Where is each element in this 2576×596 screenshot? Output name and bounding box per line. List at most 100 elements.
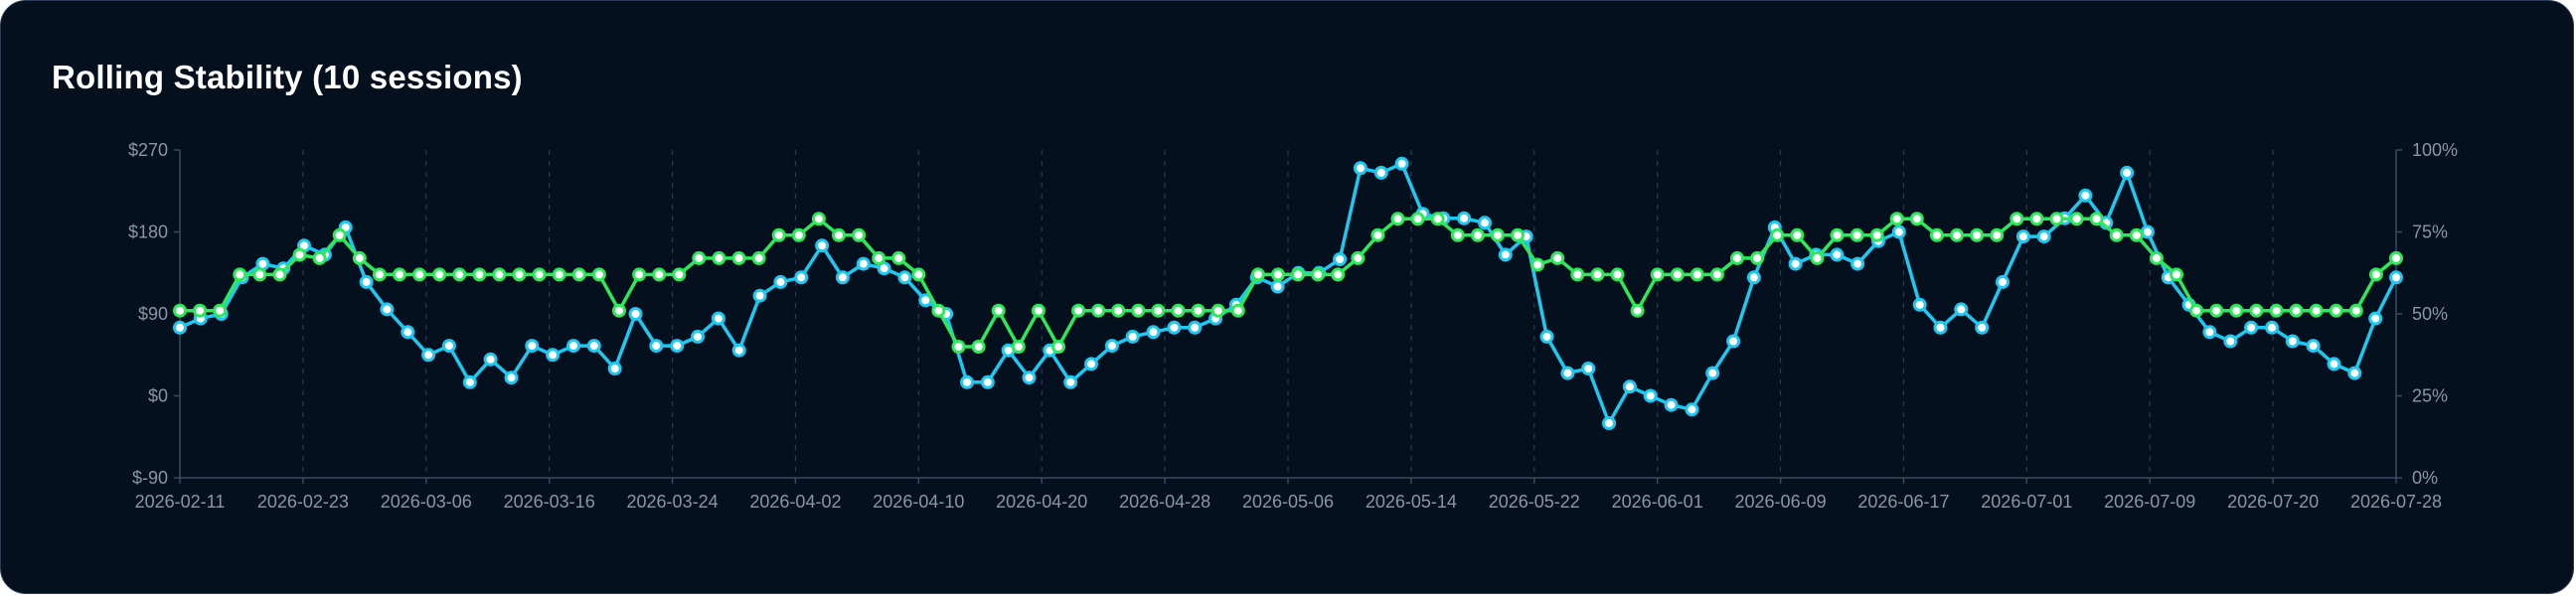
series-2-point (571, 267, 586, 282)
series-2-point (1670, 267, 1685, 282)
series-2-point (2010, 212, 2024, 226)
y-left-tick-label: $0 (148, 386, 168, 406)
x-tick-label: 2026-06-09 (1735, 492, 1827, 512)
series-2-point (2269, 303, 2284, 318)
series-2-point (712, 250, 726, 265)
series-1-point (1498, 247, 1513, 262)
series-1-point (1996, 274, 2010, 289)
series-2-point (1929, 227, 1944, 242)
series-1-point (1394, 156, 1409, 171)
series-2-point (1191, 303, 1206, 318)
series-1-point (1560, 366, 1575, 380)
series-2-point (252, 267, 267, 282)
series-1-point (691, 329, 705, 344)
series-2-point (452, 267, 467, 282)
series-1-point (1746, 270, 1761, 285)
series-1-point (1478, 216, 1492, 230)
series-2-point (1730, 250, 1744, 265)
series-1-point (607, 362, 622, 375)
series-2-point (991, 303, 1006, 318)
series-2-point (2209, 303, 2224, 318)
series-1-point (462, 374, 477, 389)
series-1-point (1188, 320, 1203, 335)
series-1-point (2202, 325, 2217, 340)
series-2-point (811, 212, 826, 226)
series-1-point (1912, 297, 1927, 312)
series-1-point (2078, 188, 2093, 203)
series-1-point (2120, 165, 2135, 180)
series-1-point (1975, 320, 1990, 335)
series-line-2 (180, 217, 2398, 349)
series-1-point (1933, 320, 1948, 335)
series-1-point (2015, 229, 2030, 244)
series-2-point (2049, 212, 2064, 226)
series-1-point (1104, 339, 1119, 354)
series-1-point (2244, 320, 2259, 335)
series-1-point (2265, 320, 2279, 335)
series-2-point (1869, 227, 1884, 242)
series-1-point (752, 288, 767, 303)
series-1-point (649, 339, 664, 354)
series-1-point (586, 339, 601, 354)
series-2-point (2249, 303, 2264, 318)
y-left-tick-label: $180 (128, 223, 168, 242)
series-1-point (2327, 357, 2341, 372)
series-2-point (552, 267, 566, 282)
series-2-point (1351, 250, 1366, 265)
series-2-point (852, 227, 867, 242)
series-2-point (652, 267, 667, 282)
series-2-point (1131, 303, 1146, 318)
series-2-point (1210, 303, 1225, 318)
series-1-point (1581, 362, 1596, 375)
x-tick-label: 2026-04-20 (996, 492, 1087, 512)
series-1-point (960, 374, 974, 389)
series-2-point (472, 267, 487, 282)
x-tick-label: 2026-03-16 (504, 492, 595, 512)
y-right-tick-label: 25% (2412, 386, 2448, 406)
x-tick-label: 2026-07-01 (1981, 492, 2072, 512)
series-2-point (971, 340, 986, 354)
series-1-point (1891, 224, 1906, 239)
series-1-point (2140, 224, 2155, 239)
series-2-point (692, 250, 707, 265)
series-2-point (1570, 267, 1585, 282)
series-2-point (292, 247, 307, 262)
series-1-point (1270, 279, 1285, 294)
series-2-point (352, 250, 367, 265)
series-2-point (2089, 212, 2104, 226)
series-1-point (815, 238, 830, 253)
series-2-point (1370, 227, 1385, 242)
series-1-point (1167, 320, 1182, 335)
series-2-point (432, 267, 447, 282)
series-2-point (1430, 212, 1445, 226)
series-1-point (1643, 388, 1658, 403)
series-2-point (751, 250, 766, 265)
series-1-point (255, 256, 270, 271)
series-1-point (1622, 379, 1637, 394)
series-1-point (1685, 402, 1699, 417)
series-2-point (1630, 303, 1645, 318)
x-tick-label: 2026-03-06 (381, 492, 472, 512)
x-tick-label: 2026-04-28 (1119, 492, 1210, 512)
series-1-point (1333, 252, 1348, 266)
series-2-point (272, 267, 287, 282)
series-2-point (1530, 257, 1545, 272)
series-2-point (1970, 227, 1985, 242)
series-2-point (832, 227, 846, 242)
series-2-point (1850, 227, 1864, 242)
series-1-point (2306, 339, 2321, 354)
x-tick-label: 2026-02-23 (257, 492, 349, 512)
series-1-point (1353, 161, 1368, 176)
series-2-point (891, 250, 906, 265)
series-2-point (2109, 227, 2124, 242)
series-2-point (193, 303, 208, 318)
series-2-point (233, 267, 247, 282)
series-2-point (1031, 303, 1046, 318)
series-1-point (483, 352, 498, 367)
series-2-point (1390, 212, 1405, 226)
x-tick-label: 2026-07-09 (2104, 492, 2195, 512)
series-2-point (1950, 227, 1964, 242)
series-2-point (1790, 227, 1805, 242)
x-tick-label: 2026-03-24 (627, 492, 719, 512)
x-tick-label: 2026-07-20 (2227, 492, 2319, 512)
